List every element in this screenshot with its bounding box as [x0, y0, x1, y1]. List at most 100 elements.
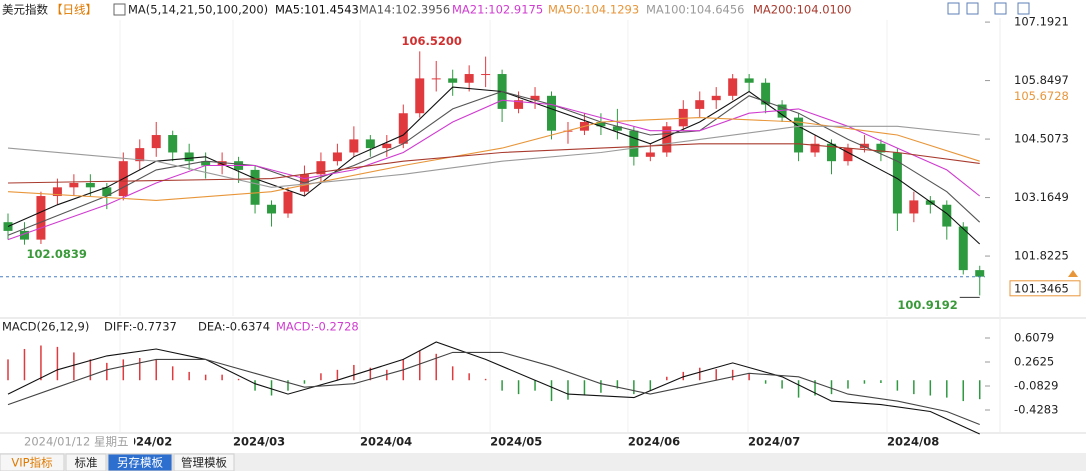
price-marker: 105.6728	[1014, 89, 1069, 103]
y-tick-label: 103.1649	[1014, 190, 1069, 204]
candle-body	[761, 82, 771, 105]
x-tick-label: 2024/05	[490, 435, 542, 449]
ma-icon[interactable]	[113, 3, 126, 16]
candle-body	[711, 95, 721, 101]
candle-body	[942, 204, 952, 227]
toolbar	[0, 453, 1086, 471]
candle-body	[217, 161, 227, 166]
tab[interactable]	[173, 453, 235, 471]
candle-body	[267, 204, 277, 214]
candle-body	[201, 161, 211, 166]
icon[interactable]	[947, 2, 960, 15]
candle-body	[530, 95, 540, 101]
x-tick-label: 2024/08	[887, 435, 939, 449]
x-tick-label: 2024/06	[628, 435, 680, 449]
y-tick-label: 104.5073	[1014, 132, 1069, 146]
legend-entry: DIFF:-0.7737	[104, 320, 177, 334]
candle-body	[975, 270, 985, 277]
candle-body	[859, 143, 869, 149]
chart-title: 美元指数	[2, 3, 48, 17]
indicator-line	[7, 99, 981, 241]
indicator-line	[7, 341, 980, 435]
price-flag	[1068, 270, 1078, 277]
last-price-box	[1009, 280, 1081, 297]
y-tick-label: 101.8225	[1014, 249, 1069, 263]
y-tick-label: 0.6079	[1014, 330, 1054, 344]
indicator-line	[7, 90, 981, 236]
candle-body	[151, 135, 161, 149]
candle-body	[876, 143, 886, 153]
candle-body	[332, 152, 342, 162]
icon[interactable]	[966, 2, 979, 15]
candle-body	[398, 113, 408, 144]
tab-label[interactable]: 管理模板	[181, 456, 227, 470]
candle-body	[892, 152, 902, 214]
x-tick-label: 2024/07	[748, 435, 800, 449]
y-tick-label: 0.2625	[1014, 354, 1054, 368]
annotation: 106.5200	[402, 34, 462, 48]
tab-label[interactable]: VIP指标	[11, 456, 52, 470]
candle-body	[464, 74, 474, 83]
tab-label[interactable]: 标准	[75, 456, 98, 470]
period: 【日线】	[51, 3, 97, 17]
annotation: 100.9192	[897, 298, 957, 312]
candle-body	[925, 200, 935, 205]
legend-entry: MA50:104.1293	[548, 3, 639, 17]
x-tick-label: 2024/04	[360, 435, 412, 449]
candle-body	[777, 104, 787, 118]
candle-body	[85, 182, 95, 188]
legend-entry: MA5:101.4543	[275, 3, 359, 17]
indicator-line	[7, 117, 980, 201]
candle-body	[481, 74, 491, 76]
candle-body	[52, 187, 62, 197]
candle-body	[448, 78, 458, 83]
candle-body	[612, 126, 622, 131]
candle-body	[662, 126, 672, 153]
last-price-label: 101.3465	[1014, 281, 1069, 295]
legend-entry: MA21:102.9175	[452, 3, 543, 17]
tab[interactable]	[0, 453, 65, 471]
macd-hist-label: MACD:-0.2728	[276, 320, 359, 334]
macd-title: MACD(26,12,9)	[2, 320, 89, 334]
cursor-date: 2024/01/12 星期五	[24, 435, 128, 449]
candle-body	[514, 100, 524, 109]
candle-body	[827, 143, 836, 162]
candle-body	[843, 148, 853, 162]
cursor-box	[0, 434, 134, 450]
candle-body	[415, 78, 425, 114]
candle-body	[382, 143, 392, 149]
legend-entry: MA200:104.0100	[753, 3, 852, 17]
candle-body	[184, 152, 194, 162]
candle-body	[3, 222, 13, 231]
candle-body	[547, 95, 557, 131]
y-tick-label: 105.8497	[1014, 73, 1069, 87]
candle-body	[794, 117, 804, 153]
candle-body	[728, 78, 738, 96]
candle-body	[250, 169, 260, 205]
candle-body	[19, 230, 29, 240]
candle-body	[678, 108, 688, 127]
y-tick-label: 107.1921	[1014, 15, 1069, 29]
candle-body	[349, 139, 359, 153]
icon[interactable]	[994, 2, 1007, 15]
ma-label: MA(5,14,21,50,100,200)	[128, 3, 268, 17]
indicator-line	[7, 143, 980, 184]
candle-body	[69, 182, 79, 188]
candle-body	[596, 121, 606, 127]
y-tick-label: -0.0829	[1014, 378, 1058, 392]
tab[interactable]	[65, 453, 107, 471]
legend-entry: DEA:-0.6374	[198, 320, 270, 334]
candle-body	[365, 139, 375, 149]
tab[interactable]	[107, 453, 173, 471]
legend-entry: MA100:104.6456	[646, 3, 745, 17]
candle-body	[810, 143, 820, 153]
icon[interactable]	[1017, 2, 1030, 15]
candle-body	[958, 226, 968, 271]
candle-body	[316, 161, 326, 175]
candle-body	[431, 78, 441, 80]
tab-label[interactable]: 另存模板	[117, 456, 163, 470]
candle-body	[36, 196, 46, 240]
legend-entry: MA14:102.3956	[359, 3, 450, 17]
candle-body	[168, 135, 178, 153]
